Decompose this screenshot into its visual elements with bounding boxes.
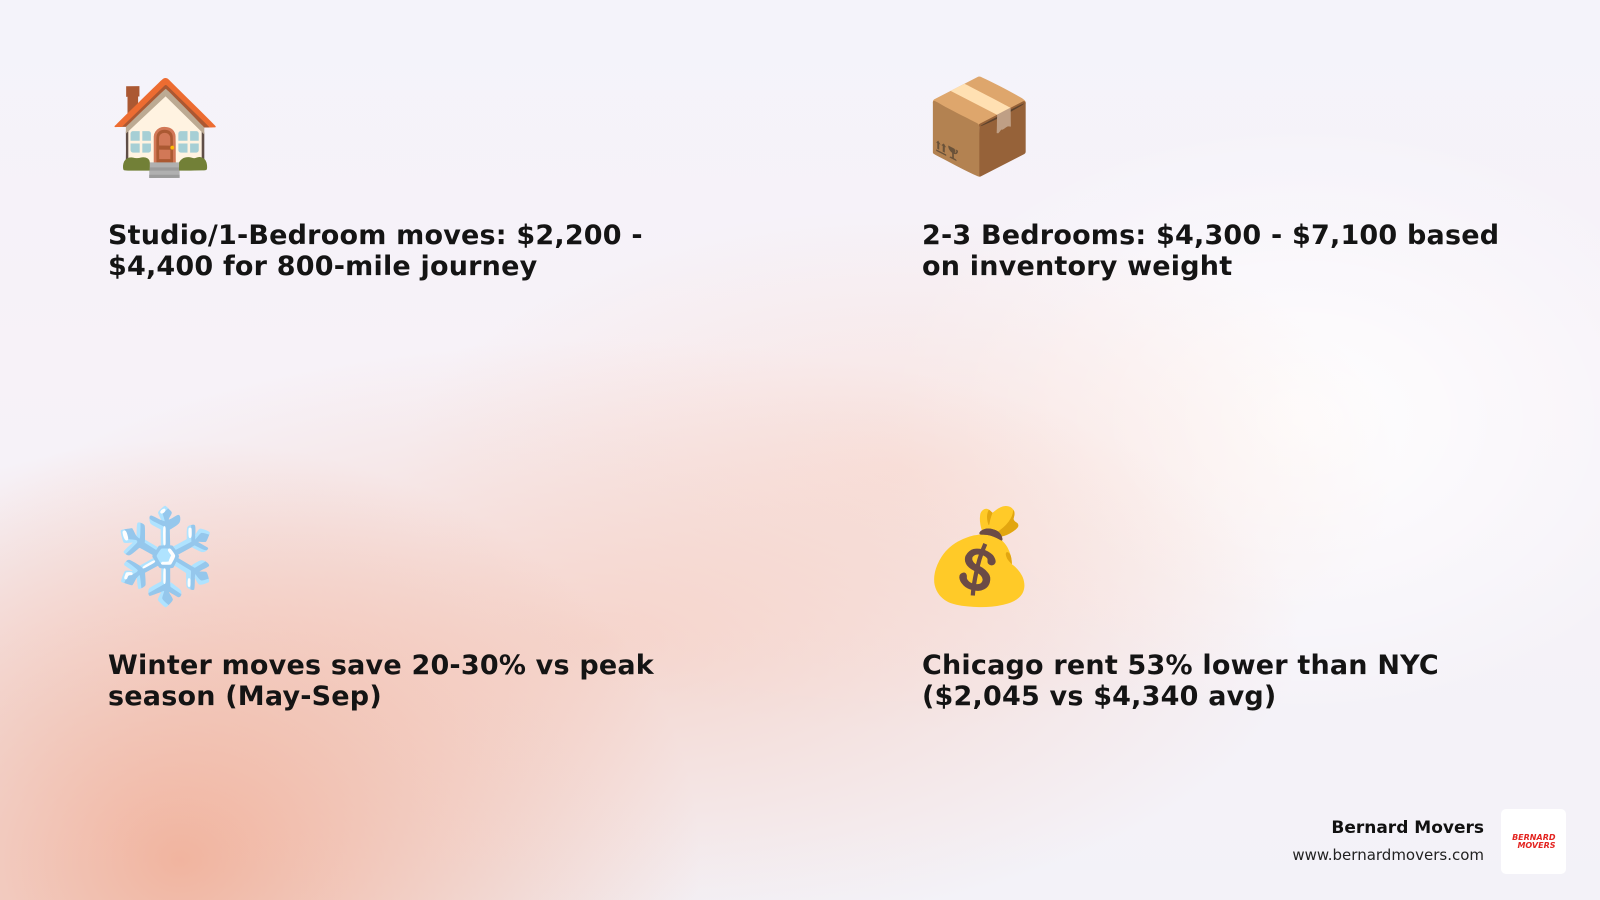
snowflake-icon: ❄️ — [108, 503, 223, 610]
package-icon: 📦 — [922, 73, 1037, 180]
brand-block: Bernard Movers www.bernardmovers.com — [1292, 818, 1484, 864]
brand-logo: BERNARD MOVERS — [1501, 809, 1566, 874]
brand-url[interactable]: www.bernardmovers.com — [1292, 846, 1484, 864]
fact-card-rent: 💰 Chicago rent 53% lower than NYC ($2,04… — [922, 502, 1482, 712]
house-icon: 🏠 — [108, 73, 223, 180]
fact-text: Winter moves save 20-30% vs peak season … — [108, 650, 654, 712]
fact-card-studio: 🏠 Studio/1-Bedroom moves: $2,200 - $4,40… — [108, 72, 668, 282]
fact-card-bedrooms: 📦 2-3 Bedrooms: $4,300 - $7,100 based on… — [922, 72, 1499, 282]
money-bag-icon: 💰 — [922, 503, 1037, 610]
fact-text: Studio/1-Bedroom moves: $2,200 - $4,400 … — [108, 220, 643, 282]
fact-text: Chicago rent 53% lower than NYC ($2,045 … — [922, 650, 1439, 712]
fact-text: 2-3 Bedrooms: $4,300 - $7,100 based on i… — [922, 220, 1500, 282]
brand-name: Bernard Movers — [1331, 818, 1484, 838]
fact-card-winter: ❄️ Winter moves save 20-30% vs peak seas… — [108, 502, 668, 712]
logo-text: BERNARD MOVERS — [1512, 832, 1556, 850]
